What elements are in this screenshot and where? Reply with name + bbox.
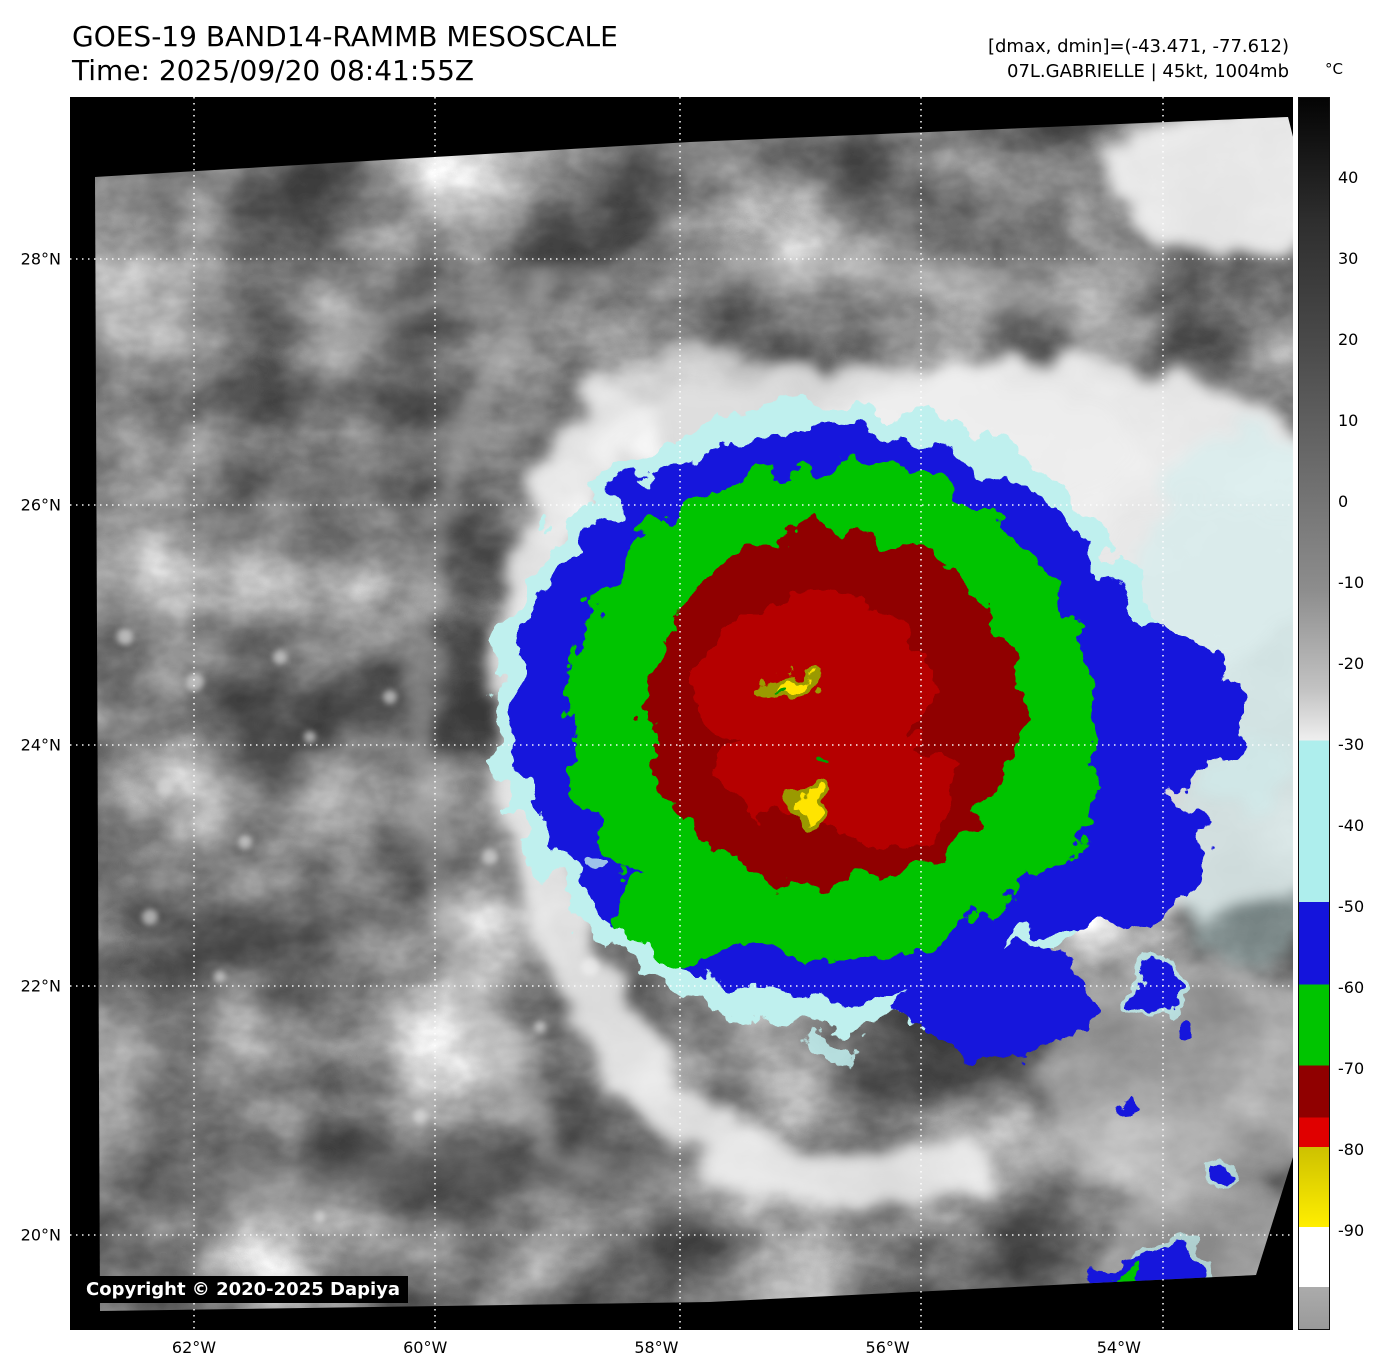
timestamp: Time: 2025/09/20 08:41:55Z	[72, 54, 475, 87]
latitude-label: 28°N	[20, 249, 61, 269]
satellite-map	[70, 97, 1293, 1330]
header-left: GOES-19 BAND14-RAMMB MESOSCALE Time: 202…	[72, 20, 618, 88]
temperature-colorbar	[1298, 97, 1330, 1330]
colorbar-tick: 30	[1338, 249, 1359, 268]
latitude-label: 24°N	[20, 735, 61, 755]
product-title: GOES-19 BAND14-RAMMB MESOSCALE	[72, 20, 618, 53]
colorbar-tick: -20	[1338, 654, 1365, 673]
colorbar-tick: 0	[1338, 492, 1349, 511]
colorbar-tick: 20	[1338, 330, 1359, 349]
colorbar-tick: -60	[1338, 978, 1365, 997]
minmax-readout: [dmax, dmin]=(-43.471, -77.612)	[987, 36, 1289, 57]
storm-core	[494, 403, 1245, 1057]
colorbar-tick: -80	[1338, 1140, 1365, 1159]
colorbar-unit-label: °C	[1325, 60, 1343, 78]
colorbar-tick: -90	[1338, 1221, 1365, 1240]
longitude-label: 54°W	[1096, 1338, 1141, 1357]
storm-readout: 07L.GABRIELLE | 45kt, 1004mb	[1007, 61, 1289, 82]
colorbar-ticks: 40 30 20 10 0 -10 -20 -30 -40 -50 -60 -7…	[1338, 170, 1386, 1239]
latitude-label: 26°N	[20, 495, 61, 515]
longitude-label: 60°W	[403, 1338, 448, 1357]
colorbar-gradient	[1299, 98, 1329, 1329]
latitude-label: 22°N	[20, 976, 61, 996]
copyright-label: Copyright © 2020-2025 Dapiya	[78, 1276, 409, 1303]
latitude-labels: 28°N 26°N 24°N 22°N 20°N	[0, 0, 64, 1359]
satellite-image	[70, 97, 1293, 1330]
longitude-label: 56°W	[865, 1338, 910, 1357]
colorbar-tick: 40	[1338, 168, 1359, 187]
header-right: [dmax, dmin]=(-43.471, -77.612) 07L.GABR…	[988, 34, 1289, 84]
longitude-label: 62°W	[171, 1338, 217, 1357]
colorbar-tick: -40	[1338, 816, 1365, 835]
colorbar-tick: -10	[1338, 573, 1365, 592]
latitude-label: 20°N	[20, 1225, 61, 1245]
colorbar-tick: -50	[1338, 897, 1365, 916]
colorbar-tick: -30	[1338, 735, 1365, 754]
colorbar-tick: -70	[1338, 1059, 1365, 1078]
colorbar-tick: 10	[1338, 411, 1359, 430]
longitude-labels: 62°W 60°W 58°W 56°W 54°W	[172, 1338, 1163, 1357]
longitude-label: 58°W	[634, 1338, 679, 1357]
